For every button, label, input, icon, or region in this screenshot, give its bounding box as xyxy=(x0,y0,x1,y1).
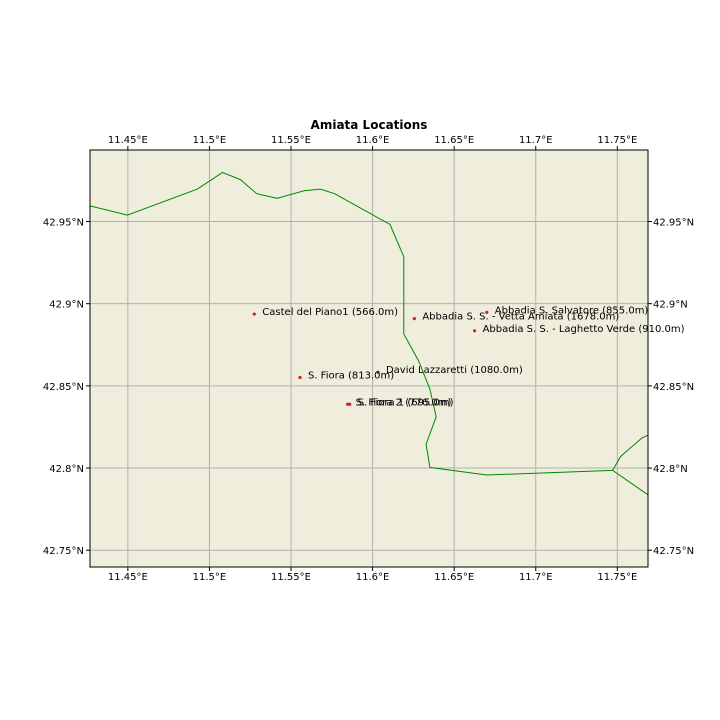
lat-tick-label-left: 42.8°N xyxy=(49,464,84,475)
location-marker-group[interactable]: Abbadia S. S. - Vetta Amiata (1678.0m) xyxy=(412,312,620,323)
location-marker-group[interactable]: S. Fiora 1 (695.0m) xyxy=(348,397,454,408)
lon-tick-label-top: 11.65°E xyxy=(434,135,474,146)
graticule xyxy=(90,150,648,567)
lon-tick-label-bottom: 11.6°E xyxy=(356,572,390,583)
lon-tick-label-top: 11.45°E xyxy=(108,135,148,146)
lat-tick-label-left: 42.75°N xyxy=(43,546,84,557)
location-marker[interactable] xyxy=(485,310,489,314)
location-marker-group[interactable]: Abbadia S. S. - Laghetto Verde (910.0m) xyxy=(472,324,685,335)
location-marker[interactable] xyxy=(376,370,380,374)
location-marker-group[interactable]: David Lazzaretti (1080.0m) xyxy=(376,365,523,376)
location-label: S. Fiora 1 (695.0m) xyxy=(358,397,454,408)
location-label: S. Fiora (813.0m) xyxy=(308,370,394,381)
lat-tick-label-left: 42.95°N xyxy=(43,217,84,228)
lon-tick-label-bottom: 11.5°E xyxy=(193,572,227,583)
location-marker-group[interactable]: Abbadia S. Salvatore (855.0m) xyxy=(485,305,648,316)
lon-tick-label-top: 11.7°E xyxy=(519,135,553,146)
map-plot-area: Castel del Piano1 (566.0m) Abbadia S. Sal… xyxy=(89,149,685,568)
lon-tick-label-top: 11.6°E xyxy=(356,135,390,146)
region-border-line xyxy=(89,171,649,476)
location-marker[interactable] xyxy=(472,329,477,333)
location-marker[interactable] xyxy=(412,317,416,321)
location-label: Abbadia S. Salvatore (855.0m) xyxy=(495,305,649,316)
lat-tick-label-right: 42.9°N xyxy=(653,300,688,311)
location-label: Castel del Piano1 (566.0m) xyxy=(262,307,398,318)
map-title: Amiata Locations xyxy=(311,118,428,132)
location-label: Abbadia S. S. - Vetta Amiata (1678.0m) xyxy=(422,312,619,323)
lon-tick-label-top: 11.55°E xyxy=(271,135,311,146)
axis-ticks: 11.45°E 11.45°E 11.5°E 11.5°E 11.55°E 11.55°E… xyxy=(43,135,694,583)
location-label: S. Fiora 2 (776.0m) xyxy=(356,397,452,408)
location-label: David Lazzaretti (1080.0m) xyxy=(386,365,523,376)
lon-tick-label-bottom: 11.45°E xyxy=(108,572,148,583)
lon-tick-label-bottom: 11.75°E xyxy=(597,572,637,583)
lon-tick-label-bottom: 11.7°E xyxy=(519,572,553,583)
location-markers: Castel del Piano1 (566.0m) Abbadia S. Sal… xyxy=(252,305,685,408)
location-marker[interactable] xyxy=(348,402,352,406)
lat-tick-label-right: 42.95°N xyxy=(653,217,694,228)
land-background xyxy=(90,150,648,567)
lat-tick-label-left: 42.85°N xyxy=(43,382,84,393)
lon-tick-label-bottom: 11.55°E xyxy=(271,572,311,583)
location-marker-group[interactable]: S. Fiora (813.0m) xyxy=(298,370,394,381)
lon-tick-label-top: 11.5°E xyxy=(193,135,227,146)
lon-tick-label-bottom: 11.65°E xyxy=(434,572,474,583)
location-marker[interactable] xyxy=(298,375,302,380)
location-label: Abbadia S. S. - Laghetto Verde (910.0m) xyxy=(483,324,685,335)
lon-tick-label-top: 11.75°E xyxy=(597,135,637,146)
lat-tick-label-left: 42.9°N xyxy=(49,300,84,311)
region-borders xyxy=(89,171,649,496)
region-border-line xyxy=(612,469,649,496)
location-marker-group[interactable]: Castel del Piano1 (566.0m) xyxy=(252,307,398,318)
lat-tick-label-right: 42.85°N xyxy=(653,382,694,393)
lat-tick-label-right: 42.75°N xyxy=(653,546,694,557)
location-marker[interactable] xyxy=(252,312,256,316)
lat-tick-label-right: 42.8°N xyxy=(653,464,688,475)
map-frame xyxy=(89,149,649,568)
